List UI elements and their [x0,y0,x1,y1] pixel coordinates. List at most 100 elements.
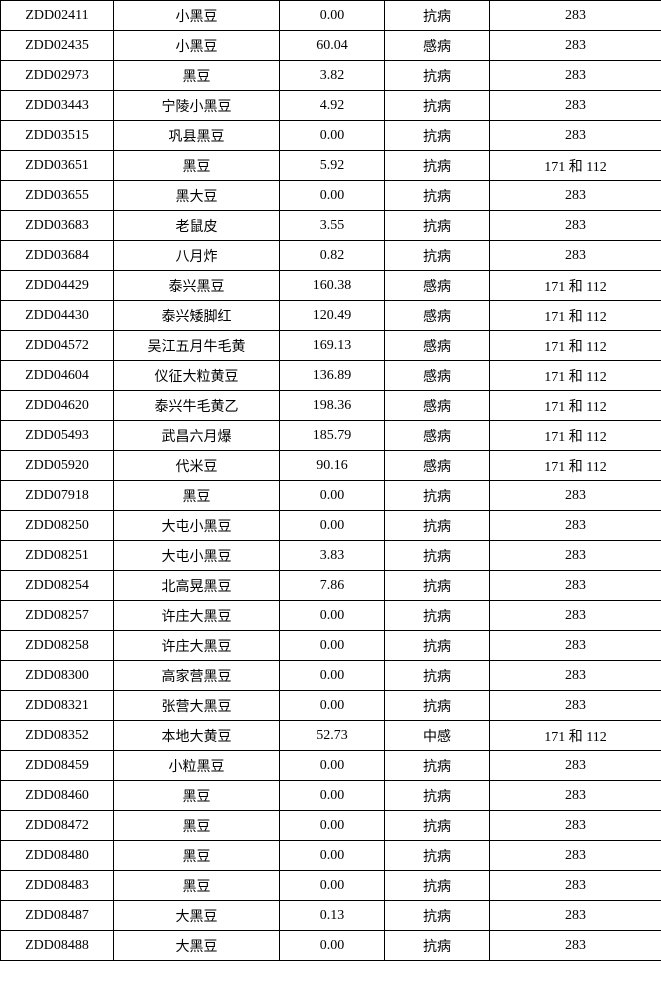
table-body: ZDD02411小黑豆0.00抗病283ZDD02435小黑豆60.04感病28… [1,1,661,961]
table-cell: ZDD08258 [1,631,114,661]
table-cell: 160.38 [280,271,385,301]
table-cell: 283 [490,211,661,241]
table-row: ZDD08250大屯小黑豆0.00抗病283 [1,511,661,541]
table-cell: 90.16 [280,451,385,481]
table-cell: 抗病 [385,241,490,271]
table-cell: 0.00 [280,121,385,151]
table-cell: 283 [490,181,661,211]
table-cell: 283 [490,841,661,871]
table-cell: 黑豆 [114,871,280,901]
table-row: ZDD04620泰兴牛毛黄乙198.36感病171 和 112 [1,391,661,421]
table-cell: 283 [490,1,661,31]
data-table-container: ZDD02411小黑豆0.00抗病283ZDD02435小黑豆60.04感病28… [0,0,661,961]
table-cell: 黑豆 [114,481,280,511]
table-row: ZDD04430泰兴矮脚红120.49感病171 和 112 [1,301,661,331]
table-cell: 抗病 [385,151,490,181]
table-cell: 3.83 [280,541,385,571]
table-cell: 感病 [385,301,490,331]
table-cell: 抗病 [385,751,490,781]
table-cell: ZDD02411 [1,1,114,31]
table-cell: 泰兴矮脚红 [114,301,280,331]
table-row: ZDD07918黑豆0.00抗病283 [1,481,661,511]
table-cell: 吴江五月牛毛黄 [114,331,280,361]
table-cell: 0.00 [280,811,385,841]
table-cell: 7.86 [280,571,385,601]
table-cell: ZDD04604 [1,361,114,391]
table-cell: 0.00 [280,631,385,661]
table-cell: 感病 [385,451,490,481]
table-cell: ZDD08460 [1,781,114,811]
table-cell: 0.00 [280,661,385,691]
table-cell: 泰兴黑豆 [114,271,280,301]
table-row: ZDD08254北高晃黑豆7.86抗病283 [1,571,661,601]
table-cell: 0.00 [280,1,385,31]
table-cell: ZDD08352 [1,721,114,751]
table-cell: 5.92 [280,151,385,181]
table-cell: 171 和 112 [490,451,661,481]
table-cell: 抗病 [385,121,490,151]
table-cell: 抗病 [385,211,490,241]
table-cell: 黑大豆 [114,181,280,211]
table-cell: 抗病 [385,631,490,661]
table-cell: 120.49 [280,301,385,331]
table-cell: ZDD08251 [1,541,114,571]
table-cell: 黑豆 [114,151,280,181]
table-cell: ZDD07918 [1,481,114,511]
table-cell: 283 [490,601,661,631]
table-cell: ZDD04430 [1,301,114,331]
table-cell: ZDD08321 [1,691,114,721]
table-cell: 283 [490,661,661,691]
table-cell: 抗病 [385,811,490,841]
table-row: ZDD08251大屯小黑豆3.83抗病283 [1,541,661,571]
table-cell: ZDD08300 [1,661,114,691]
table-row: ZDD03683老鼠皮3.55抗病283 [1,211,661,241]
table-cell: 3.82 [280,61,385,91]
table-cell: 283 [490,481,661,511]
table-cell: ZDD08487 [1,901,114,931]
table-cell: 171 和 112 [490,421,661,451]
table-cell: 巩县黑豆 [114,121,280,151]
table-cell: 171 和 112 [490,151,661,181]
table-cell: 283 [490,511,661,541]
table-cell: 感病 [385,271,490,301]
table-cell: 八月炸 [114,241,280,271]
table-cell: 抗病 [385,181,490,211]
table-cell: 张营大黑豆 [114,691,280,721]
table-cell: ZDD08480 [1,841,114,871]
table-cell: 抗病 [385,1,490,31]
table-cell: 小黑豆 [114,31,280,61]
table-cell: ZDD08483 [1,871,114,901]
table-cell: 185.79 [280,421,385,451]
table-cell: 171 和 112 [490,361,661,391]
table-cell: ZDD03655 [1,181,114,211]
table-cell: 抗病 [385,571,490,601]
table-cell: 抗病 [385,781,490,811]
table-row: ZDD08300高家营黑豆0.00抗病283 [1,661,661,691]
table-cell: 黑豆 [114,811,280,841]
table-cell: 高家营黑豆 [114,661,280,691]
table-cell: 抗病 [385,661,490,691]
table-cell: 198.36 [280,391,385,421]
table-cell: 抗病 [385,481,490,511]
table-cell: 60.04 [280,31,385,61]
table-row: ZDD08352本地大黄豆52.73中感171 和 112 [1,721,661,751]
table-cell: 感病 [385,31,490,61]
table-cell: 泰兴牛毛黄乙 [114,391,280,421]
table-cell: 抗病 [385,601,490,631]
table-cell: 0.00 [280,931,385,961]
table-cell: 283 [490,871,661,901]
table-cell: 感病 [385,391,490,421]
table-row: ZDD04604仪征大粒黄豆136.89感病171 和 112 [1,361,661,391]
table-cell: 抗病 [385,871,490,901]
table-row: ZDD03651黑豆5.92抗病171 和 112 [1,151,661,181]
table-cell: 283 [490,931,661,961]
table-cell: 抗病 [385,691,490,721]
table-row: ZDD05920代米豆90.16感病171 和 112 [1,451,661,481]
table-cell: 感病 [385,421,490,451]
table-cell: 大黑豆 [114,931,280,961]
table-cell: 283 [490,121,661,151]
table-row: ZDD08487大黑豆0.13抗病283 [1,901,661,931]
table-cell: 0.00 [280,691,385,721]
table-row: ZDD08321张营大黑豆0.00抗病283 [1,691,661,721]
table-cell: ZDD08257 [1,601,114,631]
